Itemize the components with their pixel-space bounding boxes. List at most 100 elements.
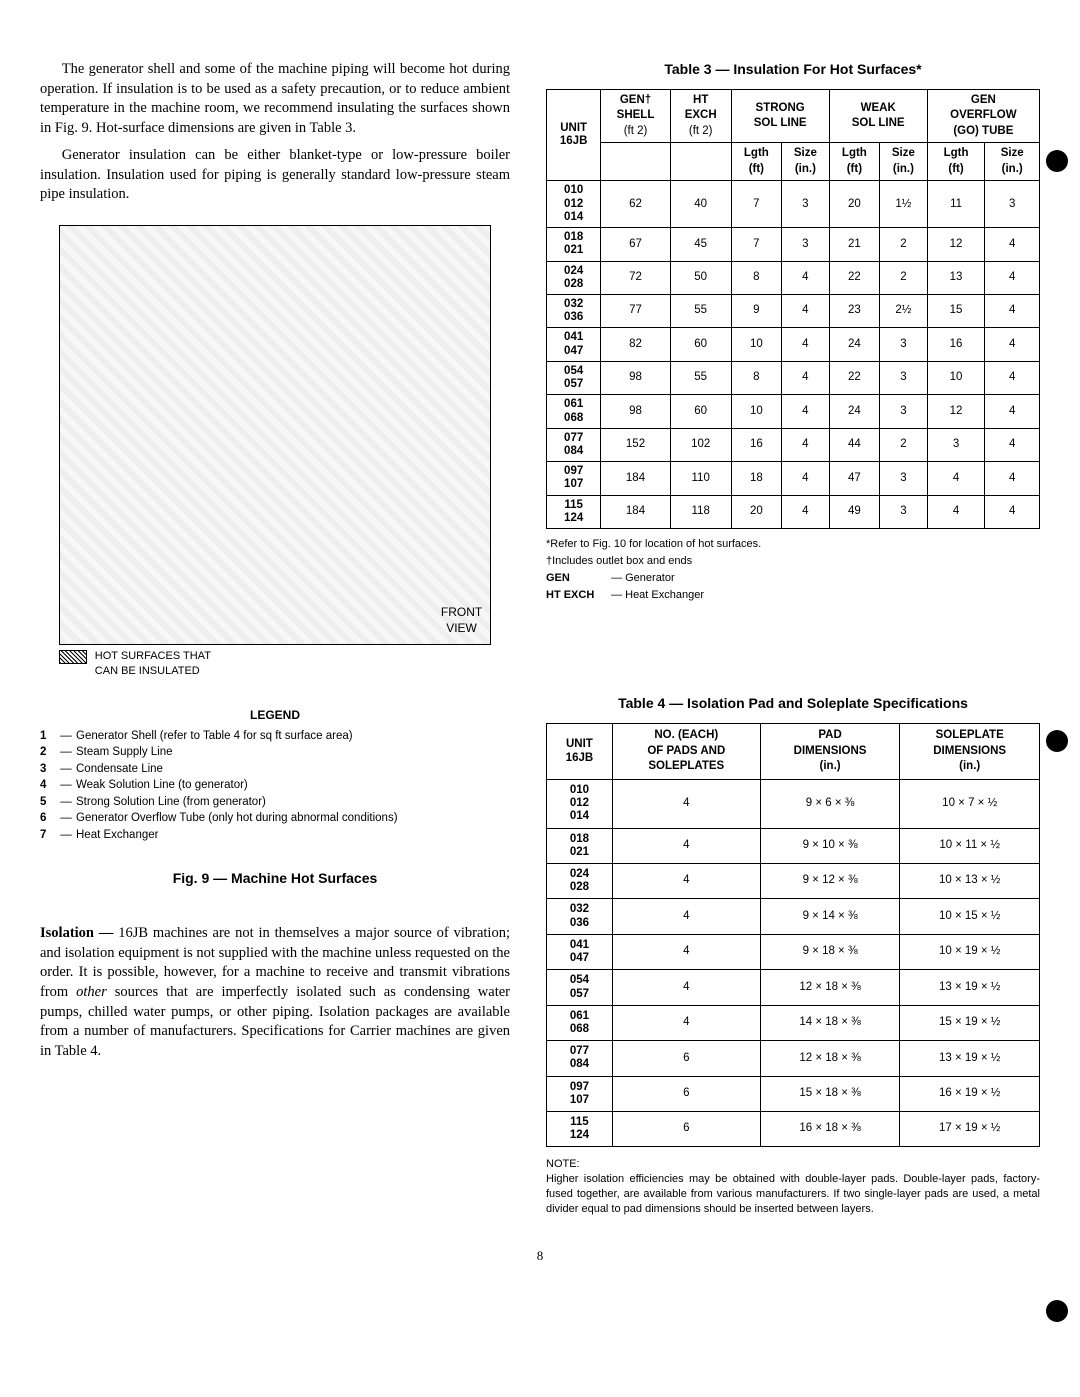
para-generator-insulation: Generator insulation can be either blank… bbox=[40, 146, 510, 205]
t3-cell-unit: 054 057 bbox=[547, 361, 601, 394]
t3-cell-unit: 041 047 bbox=[547, 328, 601, 361]
t3-foot1: *Refer to Fig. 10 for location of hot su… bbox=[546, 537, 1040, 552]
legend-item: 5—Strong Solution Line (from generator) bbox=[40, 795, 510, 811]
table-row: 024 02849 × 12 × ⅜10 × 13 × ½ bbox=[547, 863, 1040, 898]
t3-cell-unit: 115 124 bbox=[547, 495, 601, 528]
hatch-label-text: HOT SURFACES THAT CAN BE INSULATED bbox=[95, 649, 211, 679]
t3-cell-he: 55 bbox=[670, 295, 731, 328]
t3-cell-unit: 097 107 bbox=[547, 462, 601, 495]
t4-cell-no: 4 bbox=[612, 828, 760, 863]
hole-punch-dot bbox=[1046, 730, 1068, 752]
t3-cell-unit: 024 028 bbox=[547, 261, 601, 294]
table-row: 018 021674573212124 bbox=[547, 228, 1040, 261]
table-row: 097 10718411018447344 bbox=[547, 462, 1040, 495]
t4-cell-sole: 10 × 11 × ½ bbox=[900, 828, 1040, 863]
t3-cell-unit: 077 084 bbox=[547, 428, 601, 461]
t3-h-unit: UNIT 16JB bbox=[547, 89, 601, 181]
t4-cell-sole: 10 × 7 × ½ bbox=[900, 779, 1040, 828]
isolation-heading: Isolation — bbox=[40, 925, 113, 941]
t4-cell-no: 4 bbox=[612, 1005, 760, 1040]
t4-h-no: NO. (EACH) OF PADS AND SOLEPLATES bbox=[612, 724, 760, 780]
t3-cell-wl: 21 bbox=[829, 228, 879, 261]
t3-cell-gs: 82 bbox=[601, 328, 670, 361]
legend-dash: — bbox=[56, 811, 76, 827]
t3-cell-ws: 3 bbox=[880, 328, 928, 361]
table-row: 010 012 01449 × 6 × ⅜10 × 7 × ½ bbox=[547, 779, 1040, 828]
t3-cell-wl: 49 bbox=[829, 495, 879, 528]
t3-cell-gs: 184 bbox=[601, 462, 670, 495]
table3: UNIT 16JB GEN† SHELL(ft 2) HT EXCH(ft 2)… bbox=[546, 89, 1040, 529]
t3-cell-gl: 12 bbox=[927, 395, 985, 428]
t4-cell-no: 4 bbox=[612, 899, 760, 934]
figure-9-caption: Fig. 9 — Machine Hot Surfaces bbox=[40, 869, 510, 888]
t3-cell-gs: 62 bbox=[601, 181, 670, 228]
t4-cell-sole: 17 × 19 × ½ bbox=[900, 1112, 1040, 1147]
t3-cell-gl: 4 bbox=[927, 462, 985, 495]
t4-cell-unit: 018 021 bbox=[547, 828, 613, 863]
para-generator-shell: The generator shell and some of the mach… bbox=[40, 60, 510, 138]
t3-cell-gl: 10 bbox=[927, 361, 985, 394]
legend-num: 1 bbox=[40, 729, 56, 745]
table-row: 024 028725084222134 bbox=[547, 261, 1040, 294]
t3-cell-ss: 3 bbox=[782, 181, 830, 228]
table4-title: Table 4 — Isolation Pad and Soleplate Sp… bbox=[546, 694, 1040, 713]
t3-cell-he: 102 bbox=[670, 428, 731, 461]
t3-h-s-size: Size (in.) bbox=[782, 143, 830, 181]
t4-cell-unit: 054 057 bbox=[547, 970, 613, 1005]
table-row: 115 12418411820449344 bbox=[547, 495, 1040, 528]
right-column: Table 3 — Insulation For Hot Surfaces* U… bbox=[546, 60, 1040, 1217]
t3-cell-ss: 4 bbox=[782, 261, 830, 294]
left-column: The generator shell and some of the mach… bbox=[40, 60, 510, 1217]
table3-title: Table 3 — Insulation For Hot Surfaces* bbox=[546, 60, 1040, 79]
legend-item: 1—Generator Shell (refer to Table 4 for … bbox=[40, 729, 510, 745]
t3-cell-ws: 2½ bbox=[880, 295, 928, 328]
page-columns: The generator shell and some of the mach… bbox=[40, 60, 1040, 1217]
t4-cell-pad: 9 × 6 × ⅜ bbox=[760, 779, 900, 828]
t3-h-genshell-t: GEN† SHELL bbox=[617, 94, 655, 122]
t4-cell-unit: 032 036 bbox=[547, 899, 613, 934]
page-number: 8 bbox=[40, 1247, 1040, 1265]
hole-punch-dot bbox=[1046, 150, 1068, 172]
t3-cell-unit: 032 036 bbox=[547, 295, 601, 328]
table-row: 097 107615 × 18 × ⅜16 × 19 × ½ bbox=[547, 1076, 1040, 1111]
t4-cell-pad: 12 × 18 × ⅜ bbox=[760, 970, 900, 1005]
t3-h-spacer2 bbox=[670, 143, 731, 181]
t3-cell-gsz: 4 bbox=[985, 495, 1040, 528]
legend-text: Strong Solution Line (from generator) bbox=[76, 795, 266, 811]
t3-cell-unit: 018 021 bbox=[547, 228, 601, 261]
t3-h-htexch: HT EXCH(ft 2) bbox=[670, 89, 731, 143]
table-row: 041 0478260104243164 bbox=[547, 328, 1040, 361]
t3-cell-sl: 8 bbox=[731, 361, 781, 394]
legend-num: 7 bbox=[40, 828, 56, 844]
t4-cell-pad: 14 × 18 × ⅜ bbox=[760, 1005, 900, 1040]
t3-cell-ws: 1½ bbox=[880, 181, 928, 228]
t4-h-pad: PAD DIMENSIONS (in.) bbox=[760, 724, 900, 780]
table-row: 032 03649 × 14 × ⅜10 × 15 × ½ bbox=[547, 899, 1040, 934]
t3-h-g-lgth: Lgth (ft) bbox=[927, 143, 985, 181]
legend-dash: — bbox=[56, 762, 76, 778]
t4-cell-unit: 097 107 bbox=[547, 1076, 613, 1111]
t3-cell-gs: 98 bbox=[601, 361, 670, 394]
legend-num: 2 bbox=[40, 745, 56, 761]
t3-cell-gsz: 4 bbox=[985, 228, 1040, 261]
t3-cell-sl: 16 bbox=[731, 428, 781, 461]
t4-cell-sole: 10 × 13 × ½ bbox=[900, 863, 1040, 898]
t3-cell-gs: 98 bbox=[601, 395, 670, 428]
t3-cell-he: 40 bbox=[670, 181, 731, 228]
legend-text: Condensate Line bbox=[76, 762, 163, 778]
t3-cell-sl: 10 bbox=[731, 395, 781, 428]
hatch-swatch-icon bbox=[59, 650, 87, 664]
t3-cell-wl: 24 bbox=[829, 395, 879, 428]
figure-9-image: FRONT VIEW bbox=[59, 225, 491, 645]
t4-h-unit: UNIT 16JB bbox=[547, 724, 613, 780]
t3-cell-sl: 7 bbox=[731, 181, 781, 228]
t3-cell-ws: 3 bbox=[880, 495, 928, 528]
t4-cell-pad: 15 × 18 × ⅜ bbox=[760, 1076, 900, 1111]
t4-cell-no: 4 bbox=[612, 863, 760, 898]
t3-foot2: †Includes outlet box and ends bbox=[546, 554, 1040, 569]
t3-h-go: GEN OVERFLOW (GO) TUBE bbox=[927, 89, 1039, 143]
t3-cell-gs: 152 bbox=[601, 428, 670, 461]
t3-cell-wl: 22 bbox=[829, 261, 879, 294]
t3-cell-gl: 11 bbox=[927, 181, 985, 228]
t4-cell-no: 6 bbox=[612, 1041, 760, 1076]
